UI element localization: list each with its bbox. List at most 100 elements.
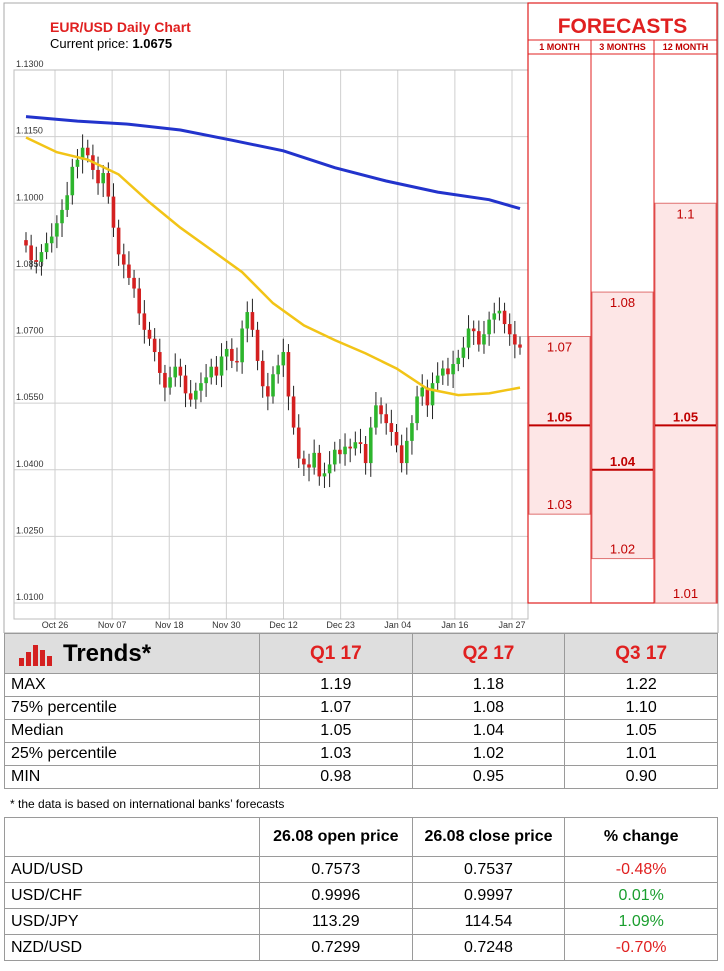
forecast-panel: FORECASTS 1 MONTH 3 MONTHS 12 MONTH 1.07 1.05… [527,2,718,604]
candle-body [29,245,33,261]
candle-body [374,405,378,428]
open-price: 113.29 [259,908,413,935]
candle-body [214,366,219,376]
row-label: 75% percentile [4,696,260,720]
candle-body [307,464,311,468]
candle-body [152,338,157,353]
percent-change: -0.48% [564,856,718,883]
current-price-value: 1.0675 [132,36,172,51]
trends-title-cell: Trends* [4,633,260,674]
cell-value: 1.19 [259,673,413,697]
candle-body [430,383,435,406]
candle-body [441,368,445,376]
candle-body [39,252,44,262]
trends-header-row: Trends* Q1 17 Q2 17 Q3 17 [4,633,718,674]
candle-body [302,458,306,465]
candle-body [49,236,54,244]
candle-body [358,442,363,444]
candle-body [343,446,347,455]
candle-body [147,329,152,339]
chart-title: EUR/USD Daily Chart [50,19,191,35]
currency-pair: USD/CHF [4,882,260,909]
close-price: 114.54 [411,908,566,935]
cell-value: 0.95 [411,765,566,789]
candle-body [404,440,409,464]
candle-body [466,328,471,348]
cell-value: 1.08 [411,696,566,720]
candle-body [435,375,440,384]
forecast-high-label: 1.07 [547,340,572,355]
candle-body [121,254,126,265]
fx-col-change: % change [564,817,718,857]
candle-body [379,405,383,415]
candle-body [312,452,316,468]
fast-moving-average-line [25,136,521,397]
candle-body [332,449,337,465]
forecast-band [591,291,654,560]
candle-body [410,423,414,441]
row-label: MIN [4,765,260,789]
candle-body [348,446,352,449]
fx-header-row: 26.08 open price 26.08 close price % cha… [4,817,718,857]
candle-body [219,356,224,376]
candle-body [317,452,322,477]
cell-value: 1.10 [564,696,718,720]
candle-body [456,357,461,365]
close-price: 0.7537 [411,856,566,883]
y-tick-label: 1.0550 [16,392,44,402]
candle-body [194,390,198,400]
candle-body [384,414,389,424]
candle-body [482,334,486,345]
candle-body [322,473,327,477]
candle-body [209,366,214,378]
candle-body [415,396,419,424]
candle-body [127,264,131,278]
table-row: Median 1.05 1.04 1.05 [4,719,718,743]
x-tick-label: Dec 23 [326,620,355,630]
candle-body [266,386,270,397]
x-tick-label: Dec 12 [269,620,298,630]
candle-body [513,334,517,345]
candle-body [260,360,265,387]
row-label: 25% percentile [4,742,260,766]
x-tick-label: Jan 27 [498,620,525,630]
candle-body [291,396,296,428]
candle-body [276,365,280,375]
fx-header-blank [4,817,260,857]
y-tick-label: 1.0100 [16,592,44,602]
candle-body [168,377,172,388]
candle-body [363,443,368,464]
x-axis-ticks: Oct 26 Nov 07 Nov 18 Nov 30 Dec 12 Dec 23 Jan … [42,620,526,630]
candle-body [111,196,116,228]
y-tick-label: 1.1150 [16,126,43,136]
table-row: USD/JPY 113.29 114.54 1.09% [4,908,718,935]
open-price: 0.7573 [259,856,413,883]
cell-value: 1.01 [564,742,718,766]
x-tick-label: Nov 07 [98,620,127,630]
candle-body [65,195,69,210]
candle-body [286,352,291,397]
cell-value: 0.98 [259,765,413,789]
candle-body [471,328,476,332]
y-tick-label: 1.0400 [16,459,44,469]
candle-body [327,464,332,474]
candle-body [271,374,275,397]
candle-body [34,260,39,262]
current-price: Current price: 1.0675 [50,36,172,51]
candle-body [338,449,342,455]
open-price: 0.7299 [259,934,413,961]
candle-body [425,387,430,406]
current-price-label: Current price: [50,36,129,51]
y-tick-label: 1.0250 [16,525,44,535]
candle-body [497,310,502,314]
candle-body [240,328,244,363]
x-tick-label: Jan 16 [441,620,468,630]
candle-body [132,277,136,289]
table-row: AUD/USD 0.7573 0.7537 -0.48% [4,856,718,883]
candle-body [224,348,229,357]
candle-body [296,427,301,459]
forecast-low-label: 1.02 [610,542,635,557]
currency-pair: USD/JPY [4,908,260,935]
trends-title: Trends* [63,639,152,667]
candle-body [446,368,450,375]
